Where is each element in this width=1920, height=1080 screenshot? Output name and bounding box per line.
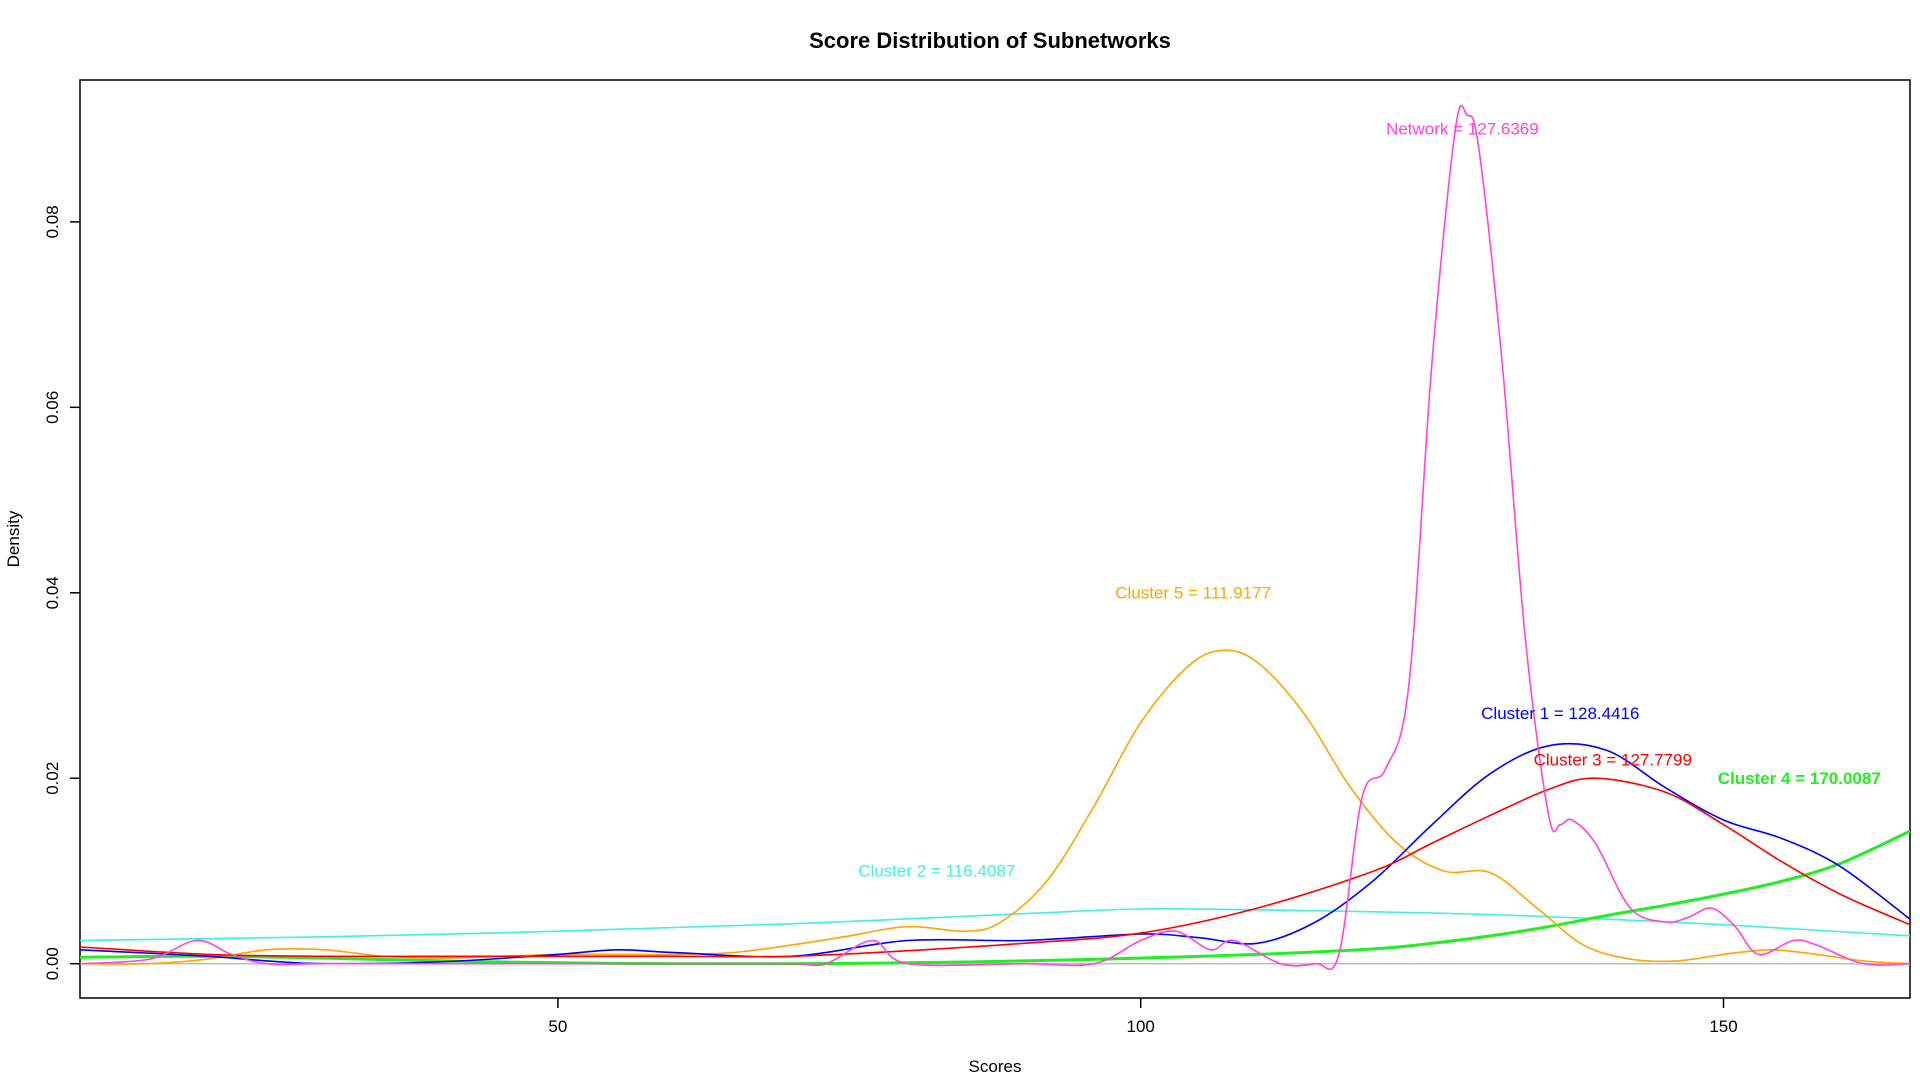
annotation-label-0: Network = 127.6369 — [1386, 120, 1539, 139]
series-layer — [79, 104, 1911, 970]
series-line-network — [79, 104, 1911, 970]
annotation-label-5: Cluster 2 = 116.4087 — [858, 862, 1015, 881]
y-tick-label-1: 0.02 — [43, 762, 62, 795]
y-tick-label-3: 0.06 — [43, 391, 62, 424]
x-tick-label-50: 50 — [548, 1017, 567, 1036]
x-tick-label-150: 150 — [1709, 1017, 1737, 1036]
chart-title: Score Distribution of Subnetworks — [809, 28, 1171, 53]
series-line-cluster-1 — [79, 742, 1911, 965]
y-tick-label-4: 0.08 — [43, 205, 62, 238]
series-line-cluster-3 — [79, 777, 1911, 958]
plot-frame — [79, 79, 1911, 999]
annotation-label-4: Cluster 4 = 170.0087 — [1718, 769, 1881, 788]
annotation-layer: Network = 127.6369 Cluster 5 = 111.9177 Cl… — [858, 120, 1881, 881]
annotation-label-2: Cluster 1 = 128.4416 — [1481, 704, 1639, 723]
series-line-cluster-4 — [79, 829, 1911, 966]
y-axis: 0.00 0.02 0.04 0.06 0.08 — [43, 205, 80, 980]
y-axis-label: Density — [4, 510, 23, 567]
y-tick-label-0: 0.00 — [43, 947, 62, 980]
annotation-label-3: Cluster 3 = 127.7799 — [1534, 750, 1692, 769]
y-tick-label-2: 0.04 — [43, 576, 62, 609]
series-line-cluster-2 — [79, 908, 1911, 942]
series-line-cluster-5 — [79, 649, 1911, 965]
x-axis-label: Scores — [969, 1057, 1022, 1076]
x-axis: 50 100 150 — [548, 998, 1738, 1036]
annotation-label-1: Cluster 5 = 111.9177 — [1115, 583, 1271, 602]
x-tick-label-100: 100 — [1127, 1017, 1155, 1036]
